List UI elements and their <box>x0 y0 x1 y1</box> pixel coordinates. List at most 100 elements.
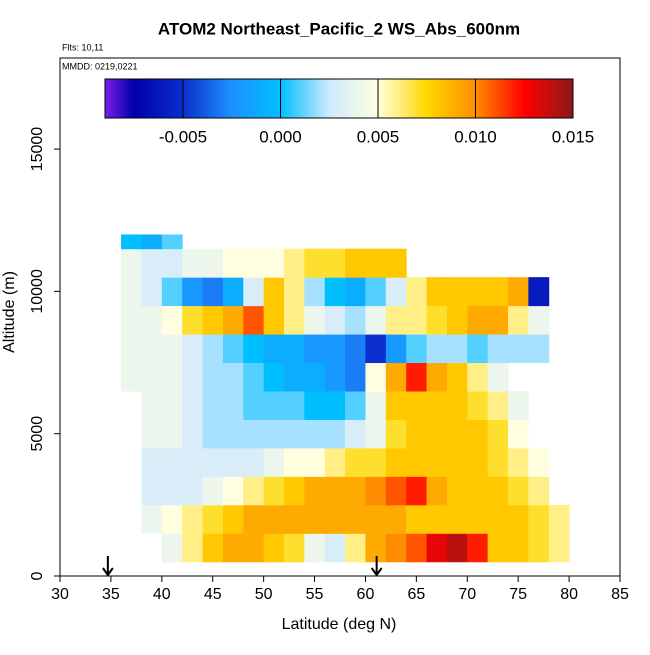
heat-cell <box>243 504 265 534</box>
heat-cell <box>263 504 285 534</box>
heat-cell <box>243 334 265 364</box>
annotation: MMDD: 0219,0221 <box>62 61 138 71</box>
heat-cell <box>304 447 326 477</box>
x-tick-label: 35 <box>102 586 120 603</box>
heat-cell <box>121 277 142 307</box>
heat-cell <box>324 504 346 534</box>
heat-cell <box>263 248 285 278</box>
heat-cell <box>345 305 366 335</box>
heat-cell <box>345 533 366 563</box>
heat-cell <box>304 334 326 364</box>
arrow <box>370 556 383 577</box>
heat-cell <box>467 334 489 364</box>
heatmap <box>121 234 570 563</box>
heat-cell <box>446 533 468 563</box>
heat-cell <box>202 277 224 307</box>
heat-cell <box>345 334 366 364</box>
heat-cell <box>222 391 244 420</box>
heat-cell <box>304 277 326 307</box>
heat-cell <box>426 447 448 477</box>
heat-cell <box>467 362 489 392</box>
heat-cell <box>406 334 428 364</box>
heat-cell <box>161 391 183 420</box>
heat-cell <box>406 504 428 534</box>
heat-cell <box>467 533 489 563</box>
heat-cell <box>284 305 305 335</box>
heat-cell <box>304 305 326 335</box>
heat-cell <box>284 334 305 364</box>
heat-cell <box>243 447 265 477</box>
heat-cell <box>365 305 387 335</box>
heat-cell <box>222 476 244 506</box>
heat-cell <box>528 447 550 477</box>
heat-cell <box>263 334 285 364</box>
heat-cell <box>222 504 244 534</box>
heat-cell <box>141 362 163 392</box>
heat-cell <box>324 334 346 364</box>
heat-cell <box>222 277 244 307</box>
colorbar-tick-label: 0.015 <box>552 127 595 146</box>
heat-cell <box>365 248 387 278</box>
heat-cell <box>508 419 529 449</box>
heat-cell <box>467 277 489 307</box>
heat-cell <box>426 362 448 392</box>
chart-title: ATOM2 Northeast_Pacific_2 WS_Abs_600nm <box>158 19 520 38</box>
heat-cell <box>385 305 407 335</box>
heat-cell <box>508 334 529 364</box>
heat-cell <box>222 447 244 477</box>
x-axis-title: Latitude (deg N) <box>282 616 397 633</box>
heat-cell <box>324 391 346 420</box>
heat-cell <box>202 391 224 420</box>
heat-cell <box>284 391 305 420</box>
heat-cell <box>182 305 204 335</box>
heat-cell <box>385 533 407 563</box>
x-tick-label: 85 <box>611 586 629 603</box>
heat-cell <box>304 362 326 392</box>
heat-cell <box>487 391 509 420</box>
heat-cell <box>161 334 183 364</box>
heat-cell <box>385 391 407 420</box>
heat-cell <box>284 533 305 563</box>
heat-cell <box>202 419 224 449</box>
heat-cell <box>345 362 366 392</box>
heat-cell <box>365 362 387 392</box>
heat-cell <box>284 419 305 449</box>
heat-cell <box>243 476 265 506</box>
heat-cell <box>345 248 366 278</box>
heat-cell <box>406 533 428 563</box>
heat-cell <box>467 504 489 534</box>
heat-cell <box>182 334 204 364</box>
heat-cell <box>243 248 265 278</box>
heat-cell <box>446 419 468 449</box>
heat-cell <box>426 305 448 335</box>
heat-cell <box>508 504 529 534</box>
heat-cell <box>284 248 305 278</box>
heat-cell <box>304 504 326 534</box>
heat-cell <box>161 362 183 392</box>
heat-cell <box>222 533 244 563</box>
heat-cell <box>263 419 285 449</box>
heat-cell <box>324 476 346 506</box>
heat-cell <box>487 362 509 392</box>
heat-cell <box>385 248 407 278</box>
heat-cell <box>141 391 163 420</box>
heat-cell <box>324 533 346 563</box>
heat-cell <box>182 362 204 392</box>
heat-cell <box>487 419 509 449</box>
heat-cell <box>508 305 529 335</box>
heat-cell <box>528 277 550 307</box>
x-tick-label: 55 <box>306 586 324 603</box>
heat-cell <box>365 334 387 364</box>
heat-cell <box>202 476 224 506</box>
heat-cell <box>406 476 428 506</box>
heat-cell <box>263 391 285 420</box>
heat-cell <box>385 447 407 477</box>
heat-cell <box>202 504 224 534</box>
heat-cell <box>528 533 550 563</box>
heat-cell <box>365 504 387 534</box>
heat-cell <box>508 533 529 563</box>
heat-cell <box>304 391 326 420</box>
heat-cell <box>467 447 489 477</box>
heat-cell <box>345 419 366 449</box>
heat-cell <box>446 391 468 420</box>
